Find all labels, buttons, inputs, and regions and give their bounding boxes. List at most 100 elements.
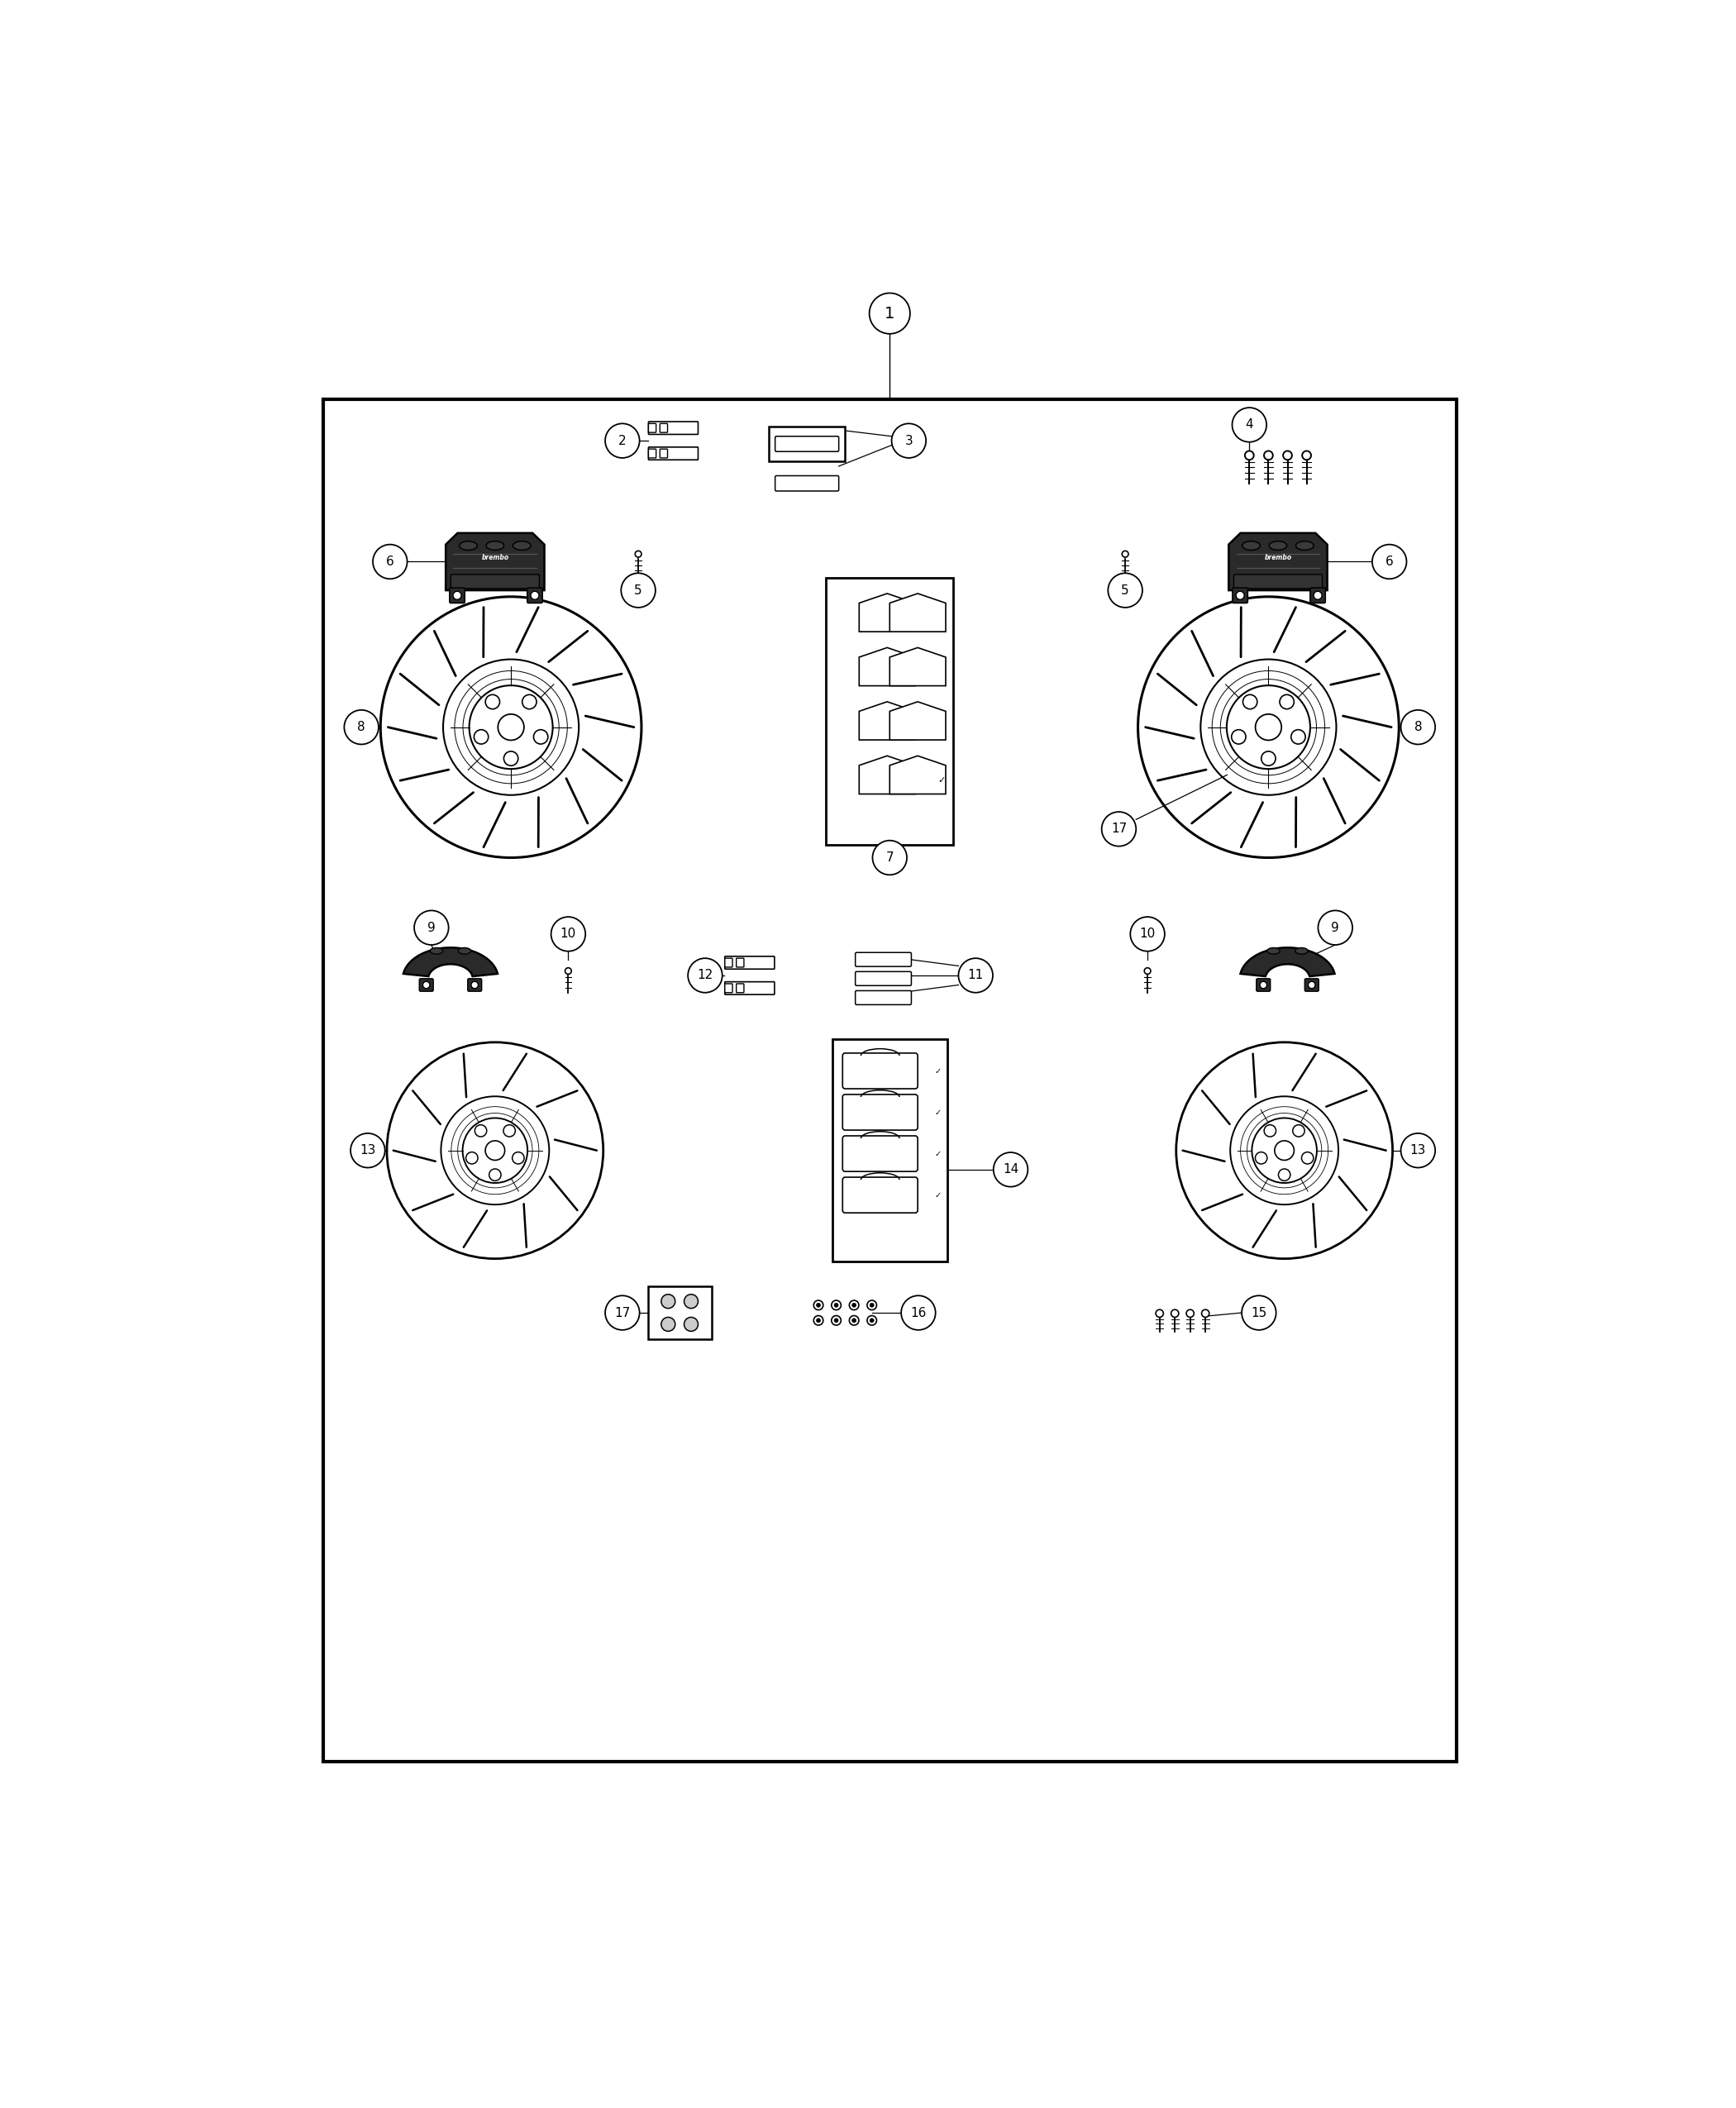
Ellipse shape bbox=[1295, 949, 1307, 955]
FancyBboxPatch shape bbox=[842, 1176, 918, 1212]
Text: 6: 6 bbox=[1385, 557, 1394, 567]
Circle shape bbox=[1241, 1296, 1276, 1330]
Polygon shape bbox=[859, 647, 915, 685]
Circle shape bbox=[503, 750, 517, 765]
Circle shape bbox=[1309, 982, 1316, 989]
Circle shape bbox=[1236, 590, 1245, 599]
Circle shape bbox=[1201, 660, 1337, 795]
Circle shape bbox=[1243, 696, 1257, 708]
Ellipse shape bbox=[512, 542, 531, 550]
FancyBboxPatch shape bbox=[649, 424, 656, 432]
FancyBboxPatch shape bbox=[736, 984, 745, 993]
Circle shape bbox=[351, 1134, 385, 1168]
Circle shape bbox=[816, 1318, 821, 1322]
Circle shape bbox=[1302, 1153, 1314, 1164]
Circle shape bbox=[1262, 750, 1276, 765]
Circle shape bbox=[849, 1315, 859, 1326]
Circle shape bbox=[684, 1294, 698, 1309]
Polygon shape bbox=[403, 949, 498, 976]
FancyBboxPatch shape bbox=[323, 398, 1457, 1762]
Circle shape bbox=[1130, 917, 1165, 951]
Circle shape bbox=[852, 1303, 856, 1307]
FancyBboxPatch shape bbox=[450, 588, 465, 603]
Circle shape bbox=[474, 1126, 486, 1136]
Circle shape bbox=[453, 590, 462, 599]
Text: ✓: ✓ bbox=[937, 776, 944, 784]
Text: 12: 12 bbox=[698, 970, 713, 982]
FancyBboxPatch shape bbox=[420, 978, 434, 991]
Circle shape bbox=[835, 1303, 838, 1307]
FancyBboxPatch shape bbox=[649, 449, 656, 457]
Circle shape bbox=[870, 1303, 873, 1307]
Ellipse shape bbox=[1156, 1309, 1163, 1318]
Text: 11: 11 bbox=[967, 970, 984, 982]
Circle shape bbox=[465, 1153, 477, 1164]
Circle shape bbox=[373, 544, 408, 580]
Polygon shape bbox=[889, 594, 946, 632]
Ellipse shape bbox=[1144, 968, 1151, 974]
FancyBboxPatch shape bbox=[842, 1054, 918, 1088]
Circle shape bbox=[1371, 544, 1406, 580]
FancyBboxPatch shape bbox=[769, 426, 845, 462]
Circle shape bbox=[1255, 715, 1281, 740]
Circle shape bbox=[1318, 911, 1352, 944]
Circle shape bbox=[835, 1318, 838, 1322]
Circle shape bbox=[870, 1318, 873, 1322]
Text: 10: 10 bbox=[1139, 928, 1156, 940]
Circle shape bbox=[606, 1296, 639, 1330]
Text: 9: 9 bbox=[427, 921, 436, 934]
Polygon shape bbox=[859, 702, 915, 740]
Text: 4: 4 bbox=[1245, 419, 1253, 430]
Circle shape bbox=[958, 959, 993, 993]
Text: 15: 15 bbox=[1252, 1307, 1267, 1320]
FancyBboxPatch shape bbox=[649, 447, 698, 460]
Polygon shape bbox=[1229, 533, 1328, 590]
FancyBboxPatch shape bbox=[856, 953, 911, 965]
Circle shape bbox=[849, 1301, 859, 1309]
Ellipse shape bbox=[1186, 1309, 1194, 1318]
Circle shape bbox=[1227, 685, 1311, 769]
Text: 9: 9 bbox=[1332, 921, 1338, 934]
Polygon shape bbox=[859, 594, 915, 632]
Text: 17: 17 bbox=[615, 1307, 630, 1320]
Ellipse shape bbox=[1283, 451, 1292, 460]
Ellipse shape bbox=[1267, 949, 1279, 955]
FancyBboxPatch shape bbox=[660, 449, 668, 457]
Ellipse shape bbox=[1302, 451, 1311, 460]
Circle shape bbox=[866, 1315, 877, 1326]
Polygon shape bbox=[889, 757, 946, 795]
Circle shape bbox=[814, 1301, 823, 1309]
Text: 8: 8 bbox=[358, 721, 365, 734]
Circle shape bbox=[661, 1294, 675, 1309]
Circle shape bbox=[1231, 1096, 1338, 1204]
Circle shape bbox=[523, 696, 536, 708]
Text: 3: 3 bbox=[904, 434, 913, 447]
Circle shape bbox=[387, 1041, 602, 1258]
FancyBboxPatch shape bbox=[842, 1136, 918, 1172]
Circle shape bbox=[1255, 1153, 1267, 1164]
FancyBboxPatch shape bbox=[1234, 573, 1323, 588]
Polygon shape bbox=[889, 647, 946, 685]
Circle shape bbox=[892, 424, 925, 457]
Circle shape bbox=[1293, 1126, 1305, 1136]
Ellipse shape bbox=[635, 550, 641, 557]
FancyBboxPatch shape bbox=[648, 1286, 712, 1339]
Circle shape bbox=[1175, 1041, 1392, 1258]
FancyBboxPatch shape bbox=[451, 573, 540, 588]
Circle shape bbox=[380, 597, 641, 858]
Circle shape bbox=[503, 1126, 516, 1136]
Circle shape bbox=[606, 424, 639, 457]
Circle shape bbox=[1231, 729, 1246, 744]
Circle shape bbox=[424, 982, 431, 989]
Text: ✓: ✓ bbox=[934, 1151, 941, 1159]
Circle shape bbox=[474, 729, 488, 744]
FancyBboxPatch shape bbox=[528, 588, 542, 603]
Circle shape bbox=[486, 696, 500, 708]
Circle shape bbox=[486, 1140, 505, 1159]
Circle shape bbox=[832, 1301, 840, 1309]
Polygon shape bbox=[859, 757, 915, 795]
Circle shape bbox=[1292, 729, 1305, 744]
Circle shape bbox=[684, 1318, 698, 1332]
FancyBboxPatch shape bbox=[774, 436, 838, 451]
Polygon shape bbox=[1241, 949, 1335, 976]
